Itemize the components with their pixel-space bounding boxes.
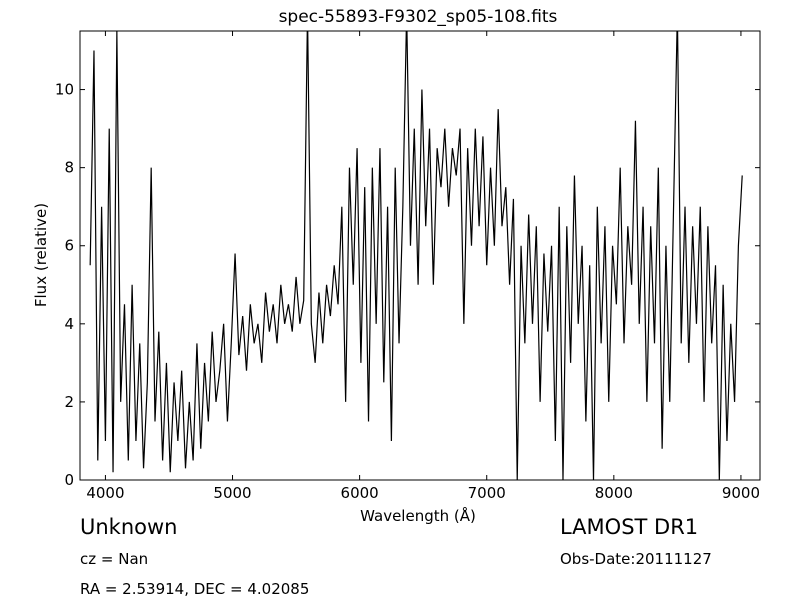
- x-tick-label: 4000: [86, 484, 124, 502]
- x-tick-label: 5000: [213, 484, 251, 502]
- x-axis-label: Wavelength (Å): [360, 506, 476, 525]
- y-tick-label: 6: [64, 237, 74, 255]
- object-class: Unknown: [80, 515, 177, 539]
- y-tick-label: 8: [64, 159, 74, 177]
- x-tick-label: 7000: [468, 484, 506, 502]
- y-axis-label: Flux (relative): [32, 203, 50, 307]
- survey-name: LAMOST DR1: [560, 515, 698, 539]
- spectrum-line: [89, 31, 743, 480]
- x-tick-label: 9000: [722, 484, 760, 502]
- y-tick-label: 2: [64, 393, 74, 411]
- x-tick-label: 6000: [341, 484, 379, 502]
- plot-frame: [79, 30, 761, 481]
- redshift: cz = Nan: [80, 550, 148, 568]
- chart-title: spec-55893-F9302_sp05-108.fits: [279, 7, 558, 27]
- y-tick-label: 4: [64, 315, 74, 333]
- x-tick-label: 8000: [595, 484, 633, 502]
- obs-date: Obs-Date:20111127: [560, 550, 712, 568]
- y-tick-label: 10: [55, 81, 74, 99]
- coordinates: RA = 2.53914, DEC = 4.02085: [80, 580, 309, 598]
- y-tick-label: 0: [64, 471, 74, 489]
- plot-area: [89, 31, 743, 480]
